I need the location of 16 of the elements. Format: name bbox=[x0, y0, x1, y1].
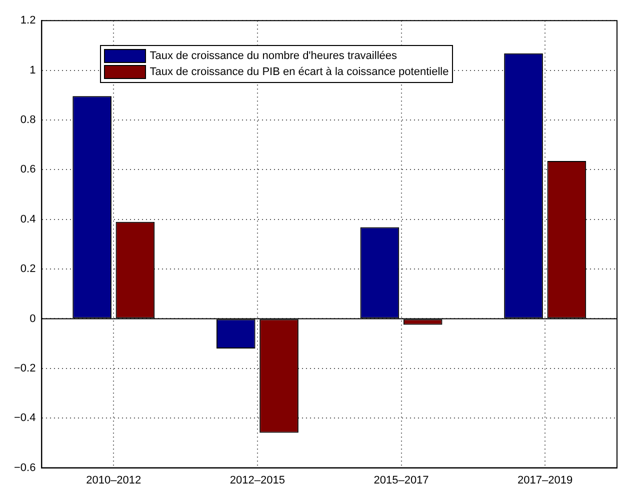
y-tick-label: 1 bbox=[30, 64, 36, 76]
x-tick-label: 2012–2015 bbox=[230, 474, 285, 486]
x-tick-label: 2015–2017 bbox=[374, 474, 429, 486]
y-tick-label: 0 bbox=[30, 312, 36, 325]
y-tick-label: −0.6 bbox=[14, 462, 36, 474]
legend-label: Taux de croissance du PIB en écart à la coissance potentielle bbox=[150, 64, 449, 80]
legend-label: Taux de croissance du nombre d'heures travaillées bbox=[150, 48, 397, 64]
y-tick-label: 0.6 bbox=[20, 164, 36, 176]
y-tick-label: 0.8 bbox=[20, 114, 36, 126]
y-tick-label: −0.4 bbox=[14, 412, 36, 424]
y-tick-label: 0.4 bbox=[20, 213, 36, 226]
x-tick-label: 2017–2019 bbox=[518, 474, 573, 486]
y-tick-label: 0.2 bbox=[20, 263, 36, 276]
x-tick-label: 2010–2012 bbox=[86, 474, 142, 486]
y-tick-label: −0.2 bbox=[14, 362, 36, 374]
y-tick-label: 1.2 bbox=[20, 14, 36, 27]
